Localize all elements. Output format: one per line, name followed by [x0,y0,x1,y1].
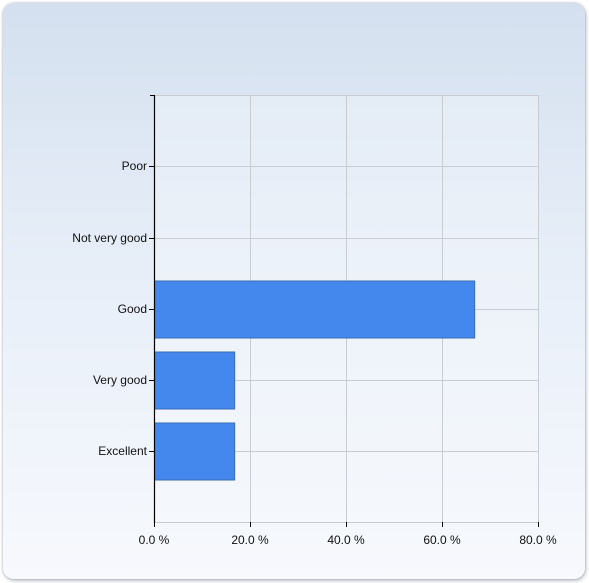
x-tick-label: 60.0 % [423,533,461,547]
y-tick-label: Not very good [72,231,147,245]
x-tick-label: 20.0 % [231,533,269,547]
bar-very-good [154,351,236,410]
bar-good [154,280,476,339]
x-tick-label: 80.0 % [519,533,557,547]
y-tick-label: Very good [93,373,147,387]
tick-labels: Poor Not very good Good Very good Excellent 0… [72,159,557,547]
bar-excellent [154,422,236,481]
y-tick-label: Good [118,302,147,316]
x-tick-label: 40.0 % [327,533,365,547]
bars [154,280,476,481]
y-tick-label: Excellent [98,444,147,458]
x-tick-label: 0.0 % [139,533,170,547]
axes [149,95,539,527]
y-tick-label: Poor [122,159,147,173]
